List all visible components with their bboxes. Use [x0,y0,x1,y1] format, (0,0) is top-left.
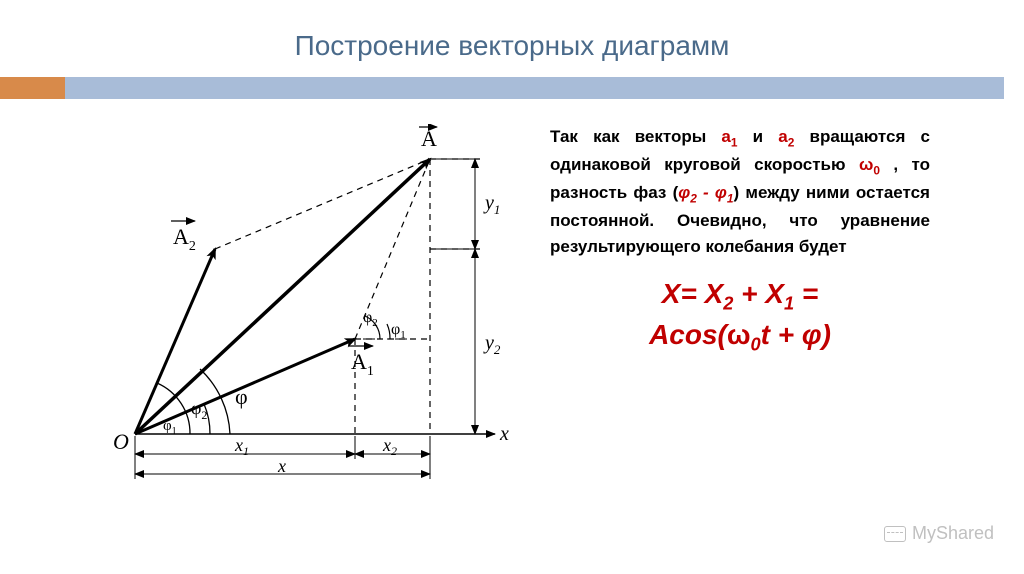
label-A2: A2 [171,221,196,254]
label-x1: x1 [234,435,249,458]
label-A: A [419,126,437,151]
explanation-column: Так как векторы a1 и a2 вращаются с один… [540,124,970,524]
svg-text:A2: A2 [173,224,196,254]
vector-diagram: O x A A1 A2 φ [0,124,540,524]
label-phi2-tip: φ2 [363,309,378,329]
label-phi1-tip: φ1 [391,321,406,341]
label-x-total: x [277,456,286,476]
explanation-text: Так как векторы a1 и a2 вращаются с один… [550,124,930,260]
watermark-text: MyShared [912,523,994,544]
label-x-axis: x [499,423,509,445]
bar-blue [65,77,1004,99]
label-y1: y1 [483,192,500,217]
label-y2: y2 [483,332,501,357]
label-x2: x2 [382,435,397,458]
bar-orange [0,77,65,99]
label-phi2-origin: φ2 [191,398,207,422]
label-A1: A1 [349,346,374,379]
decorative-bar [0,77,1024,99]
content-row: O x A A1 A2 φ [0,99,1024,524]
svg-text:A: A [421,126,437,151]
presentation-icon [884,526,906,542]
page-title: Построение векторных диаграмм [0,0,1024,77]
label-O: O [113,429,129,454]
result-formula: X= X2 + X1 = Acos(ω0t + φ) [550,275,930,357]
label-phi: φ [235,384,248,409]
watermark: MyShared [884,523,994,544]
